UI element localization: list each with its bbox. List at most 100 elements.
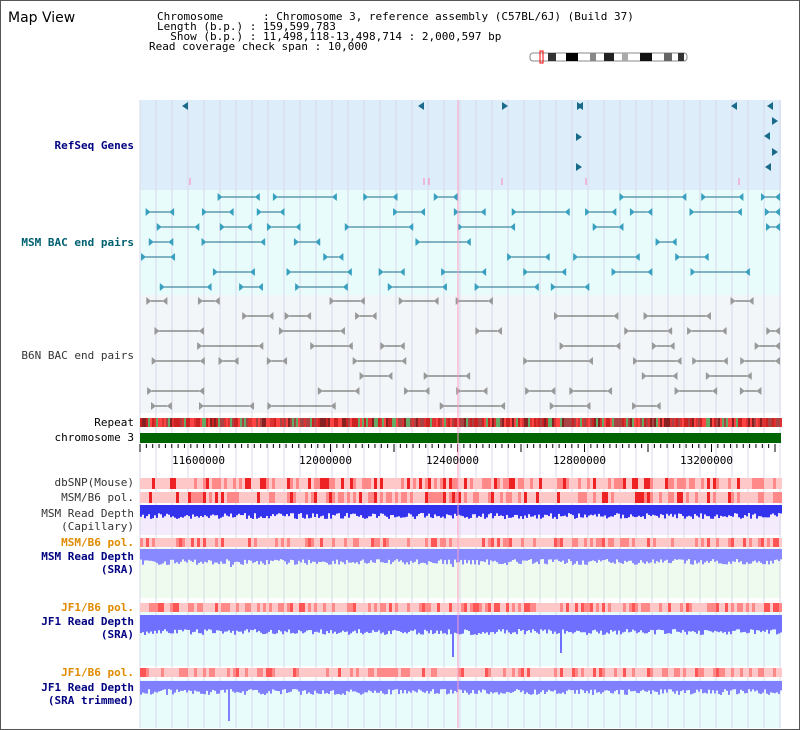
track-label-refseq[interactable]: RefSeq Genes [54,139,134,152]
bac-end [746,372,752,380]
depth-bar [462,615,464,634]
depth-bar [658,505,660,518]
depth-bar [550,505,552,514]
depth-bar [156,505,158,518]
depth-bar [314,681,316,691]
track-label-jf1-b6-pol-2[interactable]: JF1/B6 pol. [61,666,134,679]
heat-cell [548,538,551,547]
heat-cell [722,538,725,547]
depth-bar [376,681,378,693]
depth-bar [436,615,438,631]
depth-bar [274,549,276,560]
depth-bar [204,549,206,562]
track-label-dbsnp[interactable]: dbSNP(Mouse) [54,476,134,489]
depth-bar [248,681,250,690]
track-label-jf1-depth-trimmed[interactable]: JF1 Read Depth (SRA trimmed) [41,681,134,707]
heat-cell [143,478,146,489]
depth-bar [452,615,454,657]
repeat-segment [264,418,266,427]
repeat-segment [674,418,676,427]
bac-end [669,342,675,350]
depth-bar [592,505,594,516]
track-label-jf1-depth-sra[interactable]: JF1 Read Depth (SRA) [41,615,134,641]
bac-end [632,402,638,410]
depth-bar [256,681,258,690]
track-label-msm-depth-capillary[interactable]: MSM Read Depth (Capillary) [41,507,134,533]
depth-bar [564,505,566,516]
depth-bar [492,505,494,519]
depth-bar [250,505,252,518]
depth-bar [232,549,234,565]
depth-bar [264,505,266,519]
depth-bar [698,681,700,692]
heat-cell [617,492,620,503]
heat-cell [602,603,605,612]
bac-end [523,268,529,276]
bac-end [544,253,550,261]
bac-end [775,357,780,365]
depth-bar [410,681,412,693]
depth-bar [688,681,690,691]
heat-cell [671,668,674,677]
track-label-msm-b6-pol[interactable]: MSM/B6 pol. [61,491,134,504]
heat-cell [281,538,284,547]
heat-cell [221,668,224,677]
depth-bar [550,615,552,631]
heat-cell [689,538,692,547]
track-label-jf1-b6-pol[interactable]: JF1/B6 pol. [61,601,134,614]
heat-cell [638,478,641,489]
heat-cell [704,492,707,503]
track-label-b6n-bac[interactable]: B6N BAC end pairs [21,349,134,362]
heat-cell [332,478,335,489]
depth-bar [300,549,302,563]
depth-bar [178,549,180,564]
heat-cell [353,603,356,612]
heat-cell [326,668,329,677]
heat-cell [419,538,422,547]
heat-cell [383,668,386,677]
repeat-segment [388,418,390,427]
track-label-msm-b6-pol-sra[interactable]: MSM/B6 pol. [61,536,134,549]
depth-bar [612,549,614,563]
repeat-segment [328,418,330,427]
depth-bar [768,505,770,518]
bac-end [703,253,709,261]
heat-cell [521,668,524,677]
heat-cell [752,603,755,612]
depth-bar [498,615,500,630]
heat-cell [458,668,461,677]
track-label-msm-depth-sra[interactable]: MSM Read Depth (SRA) [41,550,134,576]
depth-bar [296,505,298,519]
repeat-segment [200,418,202,427]
depth-bar [666,505,668,514]
depth-bar [598,681,600,692]
heat-cell [377,603,380,612]
heat-cell [242,603,245,612]
heat-cell [218,478,221,489]
depth-bar [486,615,488,633]
heat-cell [158,538,161,547]
depth-bar [320,505,322,517]
depth-bar [164,505,166,517]
heat-cell [245,478,248,489]
heat-cell [665,668,668,677]
heat-cell [344,478,347,489]
heat-cell [146,668,149,677]
repeat-segment [202,418,204,427]
repeat-segment [610,418,612,427]
repeat-segment [444,418,446,427]
heat-cell [566,492,569,503]
heat-cell [335,668,338,677]
gene-mark [576,163,582,171]
track-label-chromosome: chromosome 3 [54,431,134,444]
heat-cell [341,603,344,612]
depth-bar [714,549,716,562]
track-label-msm-bac[interactable]: MSM BAC end pairs [21,236,134,249]
heat-cell [530,492,533,503]
depth-bar [578,549,580,565]
repeat-segment [604,418,606,427]
heat-cell [332,538,335,547]
depth-bar [448,615,450,630]
heat-cell [389,603,392,612]
depth-bar [368,681,370,691]
